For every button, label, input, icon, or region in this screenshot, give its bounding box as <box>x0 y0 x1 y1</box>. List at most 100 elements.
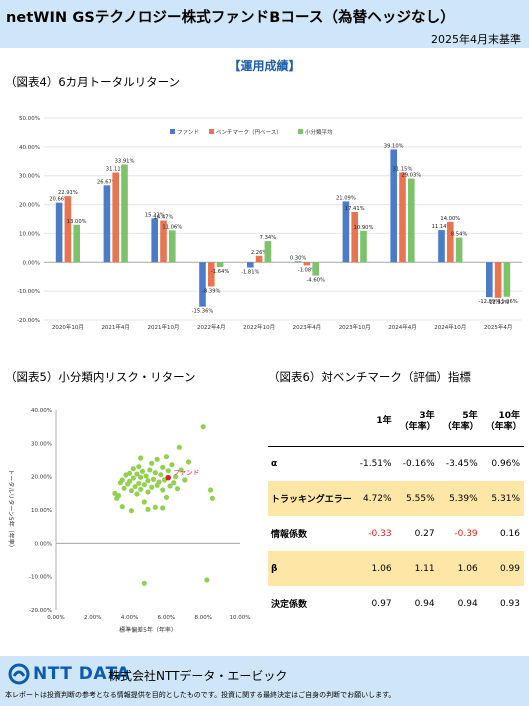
data-label: 31.11% <box>106 167 126 173</box>
data-label: 33.91% <box>115 158 135 164</box>
bar <box>199 262 206 307</box>
x-tick-label: 8.00% <box>194 615 211 621</box>
x-tick-label: 2023年4月 <box>293 323 322 331</box>
scatter-point <box>121 485 127 491</box>
x-tick-label: 2021年4月 <box>101 323 130 331</box>
scatter-point <box>145 478 151 484</box>
scatter-point <box>115 493 122 499</box>
data-label: 10.90% <box>354 225 374 231</box>
x-tick-label: 10.00% <box>230 615 251 621</box>
bar <box>486 262 493 298</box>
risk-return-scatter-chart: -20.00% -10.00% 0.00% 10.00% 20.00% 30.00% 40.… <box>7 408 251 634</box>
bar <box>112 172 119 263</box>
scatter-point <box>130 466 136 472</box>
scatter-point <box>169 462 175 468</box>
section-title: 【運用成績】 <box>228 59 301 73</box>
metric-value: 0.16 <box>499 528 520 539</box>
bar <box>312 262 319 276</box>
scatter-point <box>134 491 140 497</box>
bar <box>73 224 80 263</box>
col-10y: 10年 （年率） <box>485 410 522 432</box>
x-tick-label: 2.00% <box>84 615 101 621</box>
y-tick-label: -10.00% <box>17 289 40 295</box>
metric-value: -0.16% <box>402 458 435 469</box>
scatter-point <box>154 456 160 462</box>
scatter-point <box>160 487 166 493</box>
scatter-point <box>127 478 133 484</box>
metric-label: β <box>268 551 356 586</box>
data-label: -11.96% <box>496 299 518 305</box>
scatter-point <box>165 468 171 474</box>
bar <box>503 262 511 297</box>
page-title: netWIN GSテクノロジー株式ファンドBコース（為替ヘッジなし） <box>6 10 455 26</box>
bar <box>303 262 311 266</box>
scatter-point <box>149 484 155 490</box>
bar <box>342 201 350 263</box>
data-label: 14.00% <box>440 216 460 222</box>
data-label: 7.34% <box>260 235 277 241</box>
scatter-point <box>139 468 146 474</box>
bar <box>121 164 128 263</box>
data-label: 0.30% <box>290 255 307 261</box>
data-label: 17.41% <box>345 206 365 212</box>
scatter-point <box>145 489 151 495</box>
metric-value: 0.93 <box>499 598 520 609</box>
scatter-point <box>136 464 142 470</box>
data-label: -4.60% <box>307 278 325 284</box>
scatter-point <box>136 480 142 486</box>
metric-value: 0.99 <box>481 551 524 586</box>
bar <box>438 230 445 263</box>
metrics-row: β 1.06 1.11 1.06 0.99 <box>268 551 524 586</box>
data-label: -12.32% <box>487 300 509 306</box>
metric-value: -0.33 <box>368 528 392 539</box>
metric-value: 0.97 <box>371 598 392 609</box>
metrics-row: トラッキングエラー 4.72% 5.55% 5.39% 5.31% <box>268 481 524 516</box>
data-label: -15.36% <box>192 309 214 315</box>
scatter-point <box>204 577 210 583</box>
metrics-row: 情報係数 -0.33 0.27 -0.39 0.16 <box>268 516 524 551</box>
scatter-point <box>127 470 133 476</box>
x-tick-label: 0.00% <box>47 615 64 621</box>
x-tick-label: 2021年10月 <box>148 323 180 331</box>
x-tick-label: 2020年10月 <box>52 323 84 331</box>
metric-value: 1.11 <box>395 551 439 586</box>
x-tick-label: 2022年10月 <box>243 323 275 331</box>
data-label: 2.26% <box>251 250 268 256</box>
metric-value: 0.27 <box>414 528 435 539</box>
x-tick-label: 2024年10月 <box>434 323 466 331</box>
metric-value: 1.06 <box>355 551 396 586</box>
data-label: 11.06% <box>162 224 182 230</box>
bar <box>151 218 158 263</box>
bar <box>216 262 224 268</box>
page-header: netWIN GSテクノロジー株式ファンドBコース（為替ヘッジなし） 2025年… <box>0 0 529 48</box>
col-1y: 1年 <box>376 416 392 427</box>
y-tick-label: -20.00% <box>29 608 52 614</box>
data-label: 39.10% <box>384 143 404 149</box>
scatter-point <box>141 482 147 488</box>
bar <box>408 178 415 263</box>
scatter-point <box>152 504 158 510</box>
data-label: -8.39% <box>202 288 220 294</box>
fund-point-label: ファンド <box>173 469 199 477</box>
scatter-point <box>182 477 188 483</box>
data-label: 29.03% <box>401 173 421 179</box>
metrics-header-row: 1年 3年 （年率） 5年 （年率） 10年 （年率） <box>268 398 524 446</box>
col-3y: 3年 （年率） <box>399 410 436 432</box>
bar <box>447 221 454 263</box>
y-tick-label: -10.00% <box>29 575 52 581</box>
bar <box>294 261 302 263</box>
y-axis-label: トータルリターン5年（年率） <box>7 469 15 551</box>
fig4-title: （図表4）6カ月トータルリターン <box>5 75 181 89</box>
scatter-point <box>128 488 135 494</box>
x-tick-label: 2024年4月 <box>388 323 417 331</box>
metric-value: -1.51% <box>359 458 392 469</box>
y-tick-label: 0.00% <box>23 260 40 266</box>
metric-value: 0.94 <box>414 598 435 609</box>
x-tick-label: 6.00% <box>158 615 175 621</box>
bar <box>169 230 176 263</box>
data-label: 20.66% <box>49 197 69 203</box>
metric-label: 決定係数 <box>271 600 308 610</box>
bar <box>351 212 358 263</box>
metric-value: 5.39% <box>438 481 482 516</box>
page-footer: NTT DATA 株式会社NTTデータ・エービック 本レポートは投資判断の参考と… <box>0 656 529 706</box>
